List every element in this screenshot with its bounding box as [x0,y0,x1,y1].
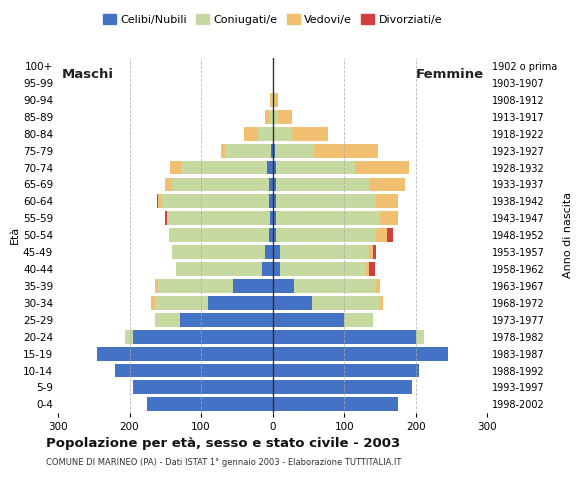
Bar [244,127,258,141]
Bar [262,262,273,276]
Bar [115,363,273,377]
Bar [365,262,369,276]
Bar [269,228,273,242]
Bar [133,381,273,395]
Bar [157,194,158,208]
Bar [271,144,273,157]
Bar [224,144,271,157]
Bar [273,245,280,259]
Bar [273,144,275,157]
Bar [172,178,269,192]
Bar [380,211,398,225]
Bar [273,93,274,107]
Text: Maschi: Maschi [61,68,114,81]
Bar [274,110,278,124]
Bar [154,279,158,293]
Bar [133,330,273,344]
Bar [373,245,376,259]
Text: Popolazione per età, sesso e stato civile - 2003: Popolazione per età, sesso e stato civil… [46,437,401,450]
Bar [416,330,424,344]
Bar [387,228,393,242]
Bar [276,228,376,242]
Bar [147,397,273,411]
Bar [162,194,269,208]
Bar [369,262,375,276]
Bar [273,127,274,141]
Bar [274,127,292,141]
Y-axis label: Anno di nascita: Anno di nascita [563,192,573,278]
Bar [158,279,233,293]
Bar [258,127,273,141]
Bar [273,279,294,293]
Bar [355,161,408,174]
Bar [181,161,267,174]
Bar [292,127,328,141]
Bar [266,110,269,124]
Bar [276,161,355,174]
Bar [273,194,276,208]
Bar [376,228,387,242]
Bar [269,194,273,208]
Bar [278,110,292,124]
Bar [274,93,278,107]
Bar [314,144,379,157]
Bar [270,93,271,107]
Bar [158,194,162,208]
Bar [280,262,365,276]
Bar [151,296,154,310]
Bar [376,279,380,293]
Bar [312,296,380,310]
Bar [176,262,262,276]
Bar [344,313,373,327]
Bar [369,178,405,192]
Bar [273,178,276,192]
Bar [169,228,269,242]
Bar [276,178,369,192]
Bar [269,178,273,192]
Bar [208,296,273,310]
Bar [154,296,208,310]
Legend: Celibi/Nubili, Coniugati/e, Vedovi/e, Divorziati/e: Celibi/Nubili, Coniugati/e, Vedovi/e, Di… [98,10,447,29]
Bar [97,347,273,360]
Bar [166,211,270,225]
Bar [154,313,180,327]
Bar [269,110,273,124]
Bar [380,296,383,310]
Bar [273,228,276,242]
Bar [221,144,224,157]
Bar [294,279,376,293]
Text: COMUNE DI MARINEO (PA) - Dati ISTAT 1° gennaio 2003 - Elaborazione TUTTITALIA.IT: COMUNE DI MARINEO (PA) - Dati ISTAT 1° g… [46,458,402,468]
Y-axis label: Età: Età [10,226,20,244]
Bar [273,161,276,174]
Bar [276,211,380,225]
Bar [275,144,314,157]
Bar [273,363,419,377]
Bar [273,381,412,395]
Bar [273,313,344,327]
Bar [266,245,273,259]
Bar [273,262,280,276]
Bar [165,211,166,225]
Bar [273,347,448,360]
Bar [180,313,273,327]
Bar [273,211,276,225]
Bar [165,178,172,192]
Bar [273,397,398,411]
Bar [273,110,274,124]
Bar [273,296,312,310]
Bar [273,76,274,90]
Bar [172,245,266,259]
Bar [369,245,373,259]
Bar [276,194,376,208]
Bar [273,330,416,344]
Bar [270,211,273,225]
Bar [125,330,133,344]
Bar [267,161,273,174]
Bar [233,279,273,293]
Bar [280,245,369,259]
Bar [171,161,181,174]
Bar [271,93,273,107]
Text: Femmine: Femmine [415,68,484,81]
Bar [376,194,398,208]
